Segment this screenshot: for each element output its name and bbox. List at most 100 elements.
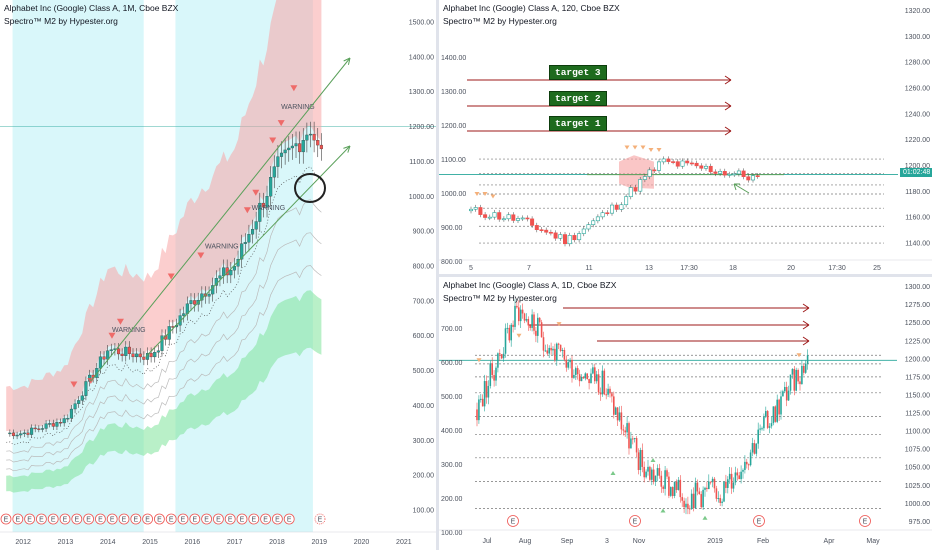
candle	[700, 494, 702, 508]
candle	[153, 352, 157, 358]
candle	[55, 422, 59, 427]
annotation-circle	[294, 173, 326, 203]
candle	[116, 348, 121, 355]
candle	[222, 267, 226, 276]
earnings-marker	[0, 513, 12, 525]
candle	[715, 488, 718, 499]
upper-band	[6, 0, 322, 434]
candle	[142, 356, 146, 360]
candle	[651, 469, 653, 480]
candle	[514, 305, 516, 327]
earnings-marker	[753, 515, 765, 527]
candle	[567, 235, 572, 245]
signal-triangle	[656, 148, 662, 153]
candle	[630, 438, 632, 449]
candle	[677, 479, 680, 490]
candle	[658, 468, 661, 476]
candle	[37, 428, 41, 430]
monthly-chart-panel[interactable]: WARNING WARNING WARNING WARNING E E E E E E E E E E E E…	[0, 0, 436, 550]
candle	[787, 390, 790, 401]
warning-triangle	[269, 137, 277, 144]
candle	[706, 487, 708, 490]
candle	[680, 160, 685, 167]
intraday-chart-canvas[interactable]: 1320.00 1300.00 1280.00 1260.00 1240.00 1220.…	[439, 0, 932, 274]
candle	[722, 171, 727, 176]
candle	[723, 481, 725, 502]
candle	[619, 204, 624, 210]
candle	[519, 309, 522, 322]
candle	[592, 367, 594, 374]
candle	[749, 452, 752, 466]
daily-chart-panel[interactable]: E E E E 1300.00 1275.00 1250.00 1225.00 1200.00 1…	[439, 277, 932, 550]
earnings-marker	[629, 515, 641, 527]
earnings-marker-label: E	[15, 517, 20, 524]
last-price-tag: 01:02:48	[900, 168, 932, 177]
y-tick-label: 1500.00	[409, 20, 434, 27]
candle	[138, 353, 142, 358]
candle	[546, 350, 549, 354]
earnings-marker-label: E	[275, 517, 280, 524]
warning-triangle	[252, 189, 260, 196]
overlay-scale-label: 300.00	[441, 462, 463, 469]
y-tick-label: 1300.00	[409, 89, 434, 96]
candle	[11, 432, 16, 437]
y-tick-label: 1000.00	[409, 194, 434, 201]
candle	[66, 417, 70, 420]
signal-triangle	[660, 508, 666, 513]
overlay-scale-label: 1100.00	[441, 157, 466, 164]
intraday-chart-panel[interactable]: 1320.00 1300.00 1280.00 1260.00 1240.00 1220.…	[439, 0, 932, 274]
candle	[747, 464, 750, 466]
candle	[525, 217, 530, 220]
candle	[516, 218, 521, 221]
earnings-marker-label: E	[251, 517, 256, 524]
candle	[537, 317, 539, 336]
candle	[804, 363, 807, 373]
earnings-marker-label: E	[863, 519, 868, 526]
x-tick-label: 2014	[100, 539, 116, 546]
candle	[654, 475, 657, 482]
candle	[527, 318, 530, 326]
vertical-divider[interactable]	[436, 0, 439, 550]
candle	[774, 406, 777, 422]
candle	[768, 426, 771, 428]
target-1-arrow-head	[724, 126, 732, 136]
candle	[247, 234, 251, 243]
candle	[563, 349, 566, 360]
pointer-arrow-head	[733, 183, 740, 191]
earnings-marker	[314, 513, 326, 525]
candle	[124, 346, 128, 356]
earnings-marker-label: E	[287, 517, 292, 524]
candle	[803, 365, 805, 373]
candle	[799, 381, 801, 385]
overlay-scale-label: 1300.00	[441, 89, 466, 96]
x-tick-label: May	[866, 538, 880, 545]
candle	[637, 452, 640, 471]
earnings-marker-label: E	[110, 517, 115, 524]
horizontal-divider[interactable]	[439, 274, 932, 277]
candle	[298, 143, 302, 153]
candle	[671, 487, 674, 496]
earnings-marker-label: E	[4, 517, 9, 524]
candle	[491, 363, 493, 376]
candle	[127, 346, 131, 354]
candle	[727, 174, 732, 176]
candle	[690, 493, 693, 510]
candle	[548, 231, 553, 234]
candle	[692, 493, 695, 509]
candle	[689, 162, 694, 165]
candle	[73, 403, 77, 410]
candle	[502, 353, 505, 359]
warning-triangle	[70, 381, 78, 388]
daily-chart-canvas[interactable]: E E E E 1300.00 1275.00 1250.00 1225.00 1200.00 1…	[439, 277, 932, 550]
warning-triangle	[290, 85, 298, 92]
candle	[504, 328, 507, 354]
signal-triangle	[702, 515, 708, 520]
candle	[681, 497, 683, 501]
candle	[69, 408, 73, 419]
candle	[725, 481, 727, 488]
candle	[738, 475, 740, 480]
candle	[641, 449, 644, 467]
signal-triangle	[474, 191, 480, 196]
warning-label: WARNING	[112, 327, 146, 334]
